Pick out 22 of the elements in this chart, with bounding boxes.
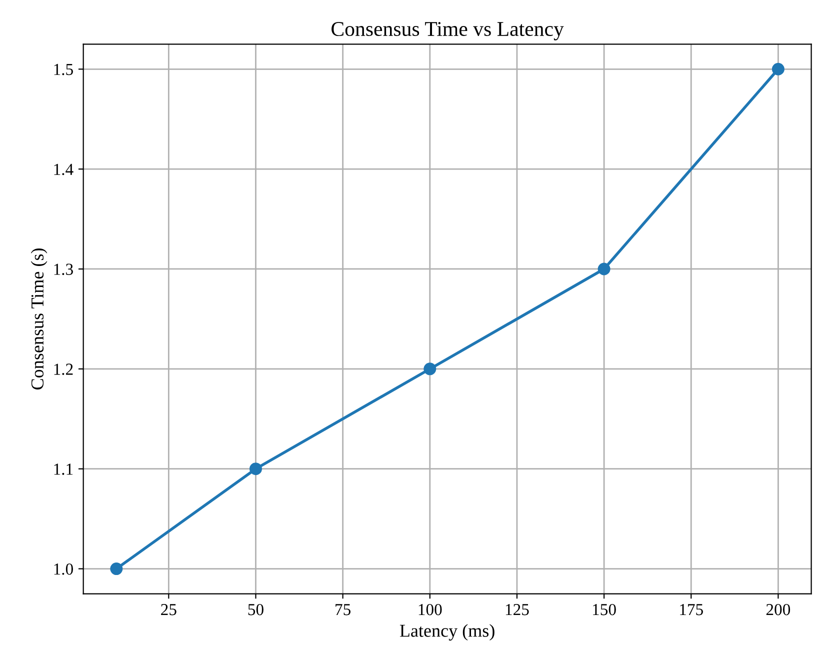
x-tick-label: 150 <box>593 604 616 616</box>
x-tick-label: 75 <box>336 604 350 616</box>
y-tick-label: 1.1 <box>54 464 73 475</box>
x-axis-title: Latency (ms) <box>400 624 494 641</box>
y-tick-label: 1.4 <box>54 164 74 176</box>
chart-title: Consensus Time vs Latency <box>332 22 564 40</box>
y-tick-label: 1.2 <box>54 364 73 375</box>
x-tick-label: 125 <box>506 604 529 616</box>
x-tick-label: 25 <box>161 604 176 616</box>
point <box>424 362 436 376</box>
y-tick-label: 1.3 <box>54 264 73 276</box>
point <box>110 562 123 576</box>
x-tick-label: 200 <box>766 604 790 616</box>
y-tick-label: 1.5 <box>54 64 73 76</box>
x-tick-label: 50 <box>248 604 264 616</box>
point <box>772 62 784 76</box>
x-tick-label: 175 <box>680 604 703 616</box>
point <box>598 262 610 276</box>
x-tick-label: 100 <box>418 604 442 616</box>
y-tick-label: 1.0 <box>54 563 73 575</box>
point <box>249 462 262 476</box>
y-axis-title: Consensus Time (s) <box>30 248 48 390</box>
